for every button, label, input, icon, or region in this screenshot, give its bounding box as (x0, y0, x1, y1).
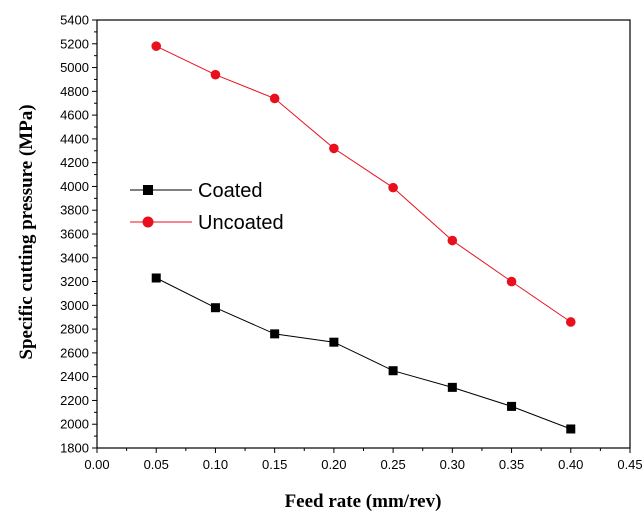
data-point-coated (270, 329, 280, 339)
x-tick-label: 0.25 (380, 457, 405, 472)
x-tick-label: 0.40 (558, 457, 583, 472)
y-axis: 1800 2000 2200 2400 2600 2800 3000 3200 3400 3600… (60, 13, 97, 456)
x-axis-title: Feed rate (mm/rev) (285, 491, 442, 512)
plot-frame (96, 19, 631, 449)
y-axis-title: Specific cutting pressure (MPa) (16, 104, 37, 359)
data-point-coated (329, 337, 339, 347)
data-point-uncoated (210, 69, 221, 80)
x-tick-label: 0.45 (617, 457, 642, 472)
y-tick-label: 3000 (60, 298, 89, 313)
x-tick-label: 0.00 (84, 457, 109, 472)
y-tick-label: 2200 (60, 393, 89, 408)
data-point-coated (210, 303, 220, 313)
plot-area-border (96, 19, 631, 449)
y-tick-label: 1800 (60, 441, 89, 456)
series-line-coated (155, 277, 571, 430)
legend-marker-coated (143, 185, 153, 195)
data-point-coated (388, 366, 398, 376)
data-point-coated (507, 401, 517, 411)
legend-label-coated: Coated (198, 180, 263, 202)
y-tick-label: 4600 (60, 108, 89, 123)
legend-marker-uncoated (142, 216, 154, 228)
y-tick-label: 2000 (60, 417, 89, 432)
y-tick-label: 5400 (60, 13, 89, 28)
y-tick-label: 2600 (60, 345, 89, 360)
y-tick-label: 5200 (60, 36, 89, 51)
x-axis: 0.00 0.05 0.10 0.15 0.20 0.25 0.30 0.35 0.40 0.45 (84, 448, 643, 472)
data-point-uncoated (447, 235, 458, 246)
series-layer (151, 41, 576, 434)
y-tick-label: 4000 (60, 179, 89, 194)
x-tick-label: 0.15 (262, 457, 287, 472)
legend-item-coated: Coated (130, 180, 263, 202)
series-coated (151, 273, 576, 434)
data-point-uncoated (151, 41, 162, 51)
series-line-uncoated (155, 45, 572, 323)
y-tick-label: 4200 (60, 155, 89, 170)
x-tick-label: 0.20 (321, 457, 346, 472)
legend: Coated Uncoated (130, 180, 284, 234)
y-tick-label: 4400 (60, 131, 89, 146)
x-tick-label: 0.30 (440, 457, 465, 472)
data-point-uncoated (329, 143, 339, 154)
y-tick-label: 2400 (60, 369, 89, 384)
x-tick-label: 0.05 (144, 457, 169, 472)
y-tick-label: 3400 (60, 250, 89, 265)
x-tick-label: 0.10 (203, 457, 228, 472)
data-point-coated (566, 424, 576, 434)
data-point-coated (447, 382, 457, 392)
data-point-uncoated (506, 276, 517, 287)
legend-item-uncoated: Uncoated (130, 212, 284, 234)
x-tick-label: 0.35 (499, 457, 524, 472)
data-point-uncoated (388, 182, 398, 193)
y-tick-label: 3200 (60, 274, 89, 289)
data-point-uncoated (565, 317, 576, 327)
legend-label-uncoated: Uncoated (198, 212, 284, 234)
y-tick-label: 2800 (60, 322, 89, 337)
y-tick-label: 3800 (60, 203, 89, 218)
data-point-coated (151, 273, 161, 283)
y-tick-label: 5000 (60, 60, 89, 75)
data-point-uncoated (269, 93, 280, 104)
y-tick-label: 4800 (60, 84, 89, 99)
y-tick-label: 3600 (60, 227, 89, 242)
series-uncoated (151, 41, 576, 327)
